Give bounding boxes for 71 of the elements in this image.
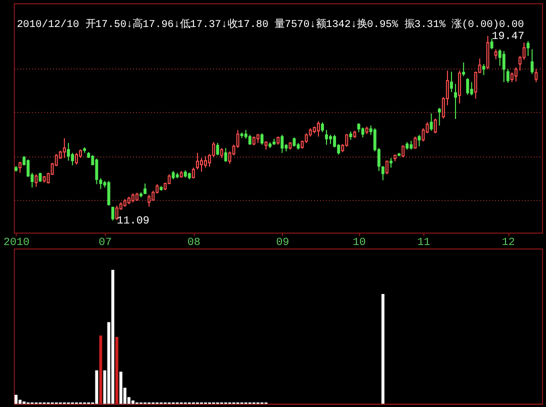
candlestick: [316, 120, 320, 138]
bar: [14, 394, 18, 404]
candlestick: [115, 205, 118, 220]
x-tick-label: 2010: [3, 237, 30, 250]
candlestick: [510, 72, 514, 83]
candlestick: [111, 206, 114, 222]
candlestick: [526, 40, 530, 56]
candlestick: [534, 68, 538, 83]
candlestick: [458, 70, 462, 104]
bar: [131, 400, 134, 404]
x-tick-label: 08: [187, 237, 200, 250]
bar: [99, 336, 102, 404]
candlestick: [34, 174, 38, 188]
x-tick-label: 07: [98, 237, 112, 250]
candlestick: [430, 112, 433, 132]
candlestick: [402, 144, 405, 158]
candlestick: [361, 127, 364, 138]
candlestick: [418, 134, 421, 147]
candlestick: [470, 82, 474, 96]
candlestick: [466, 78, 470, 96]
candlestick: [522, 42, 526, 60]
candlestick: [280, 134, 284, 154]
candlestick: [434, 118, 437, 134]
bar: [111, 270, 114, 404]
candlestick: [329, 134, 332, 145]
candlestick: [482, 64, 486, 76]
candlestick: [454, 83, 457, 120]
candlestick: [204, 156, 208, 168]
annotation: 19.47: [492, 30, 524, 43]
candlestick: [18, 161, 22, 174]
annotation: 11.09: [116, 216, 150, 228]
x-tick-label: 11: [417, 237, 430, 250]
bar: [381, 294, 384, 404]
candlestick: [220, 148, 224, 158]
candlestick: [530, 48, 534, 74]
candlestick: [506, 68, 510, 84]
candlestick: [196, 152, 199, 170]
x-tick-label: 10: [352, 237, 366, 250]
candlestick: [70, 152, 74, 166]
candlestick: [438, 107, 441, 126]
candlestick: [260, 132, 264, 146]
candlestick: [381, 166, 384, 181]
bar: [95, 370, 98, 404]
candlestick: [325, 129, 328, 146]
x-tick-label: 09: [276, 237, 290, 250]
candlestick: [502, 50, 506, 83]
candlestick: [292, 136, 296, 148]
candlestick: [450, 71, 453, 93]
candlestick: [490, 38, 494, 50]
candlestick: [498, 48, 502, 66]
bar: [119, 372, 122, 404]
candlestick: [390, 157, 392, 168]
candlestick: [494, 48, 498, 60]
candlestick: [95, 158, 98, 185]
candlestick: [385, 160, 388, 175]
candlestick: [514, 66, 518, 82]
candlestick: [345, 134, 348, 148]
candlestick: [38, 172, 42, 182]
candlestick: [320, 122, 324, 133]
bar: [115, 336, 118, 404]
candlestick: [414, 136, 417, 150]
candlestick: [75, 152, 78, 166]
candlestick: [200, 157, 203, 172]
x-tick-label: 12: [502, 237, 515, 250]
candlestick: [66, 142, 70, 162]
candlestick: [462, 62, 466, 77]
text: 2010/12/10 开17.50↓高17.96↓低17.37↓收17.80 量7570↓额1342↓换0.95% 振3.31% 涨(0.00)0.00: [16, 18, 524, 31]
candlestick: [216, 142, 220, 156]
candlestick: [148, 194, 151, 208]
candlestick: [224, 148, 228, 162]
candlestick: [62, 138, 66, 158]
